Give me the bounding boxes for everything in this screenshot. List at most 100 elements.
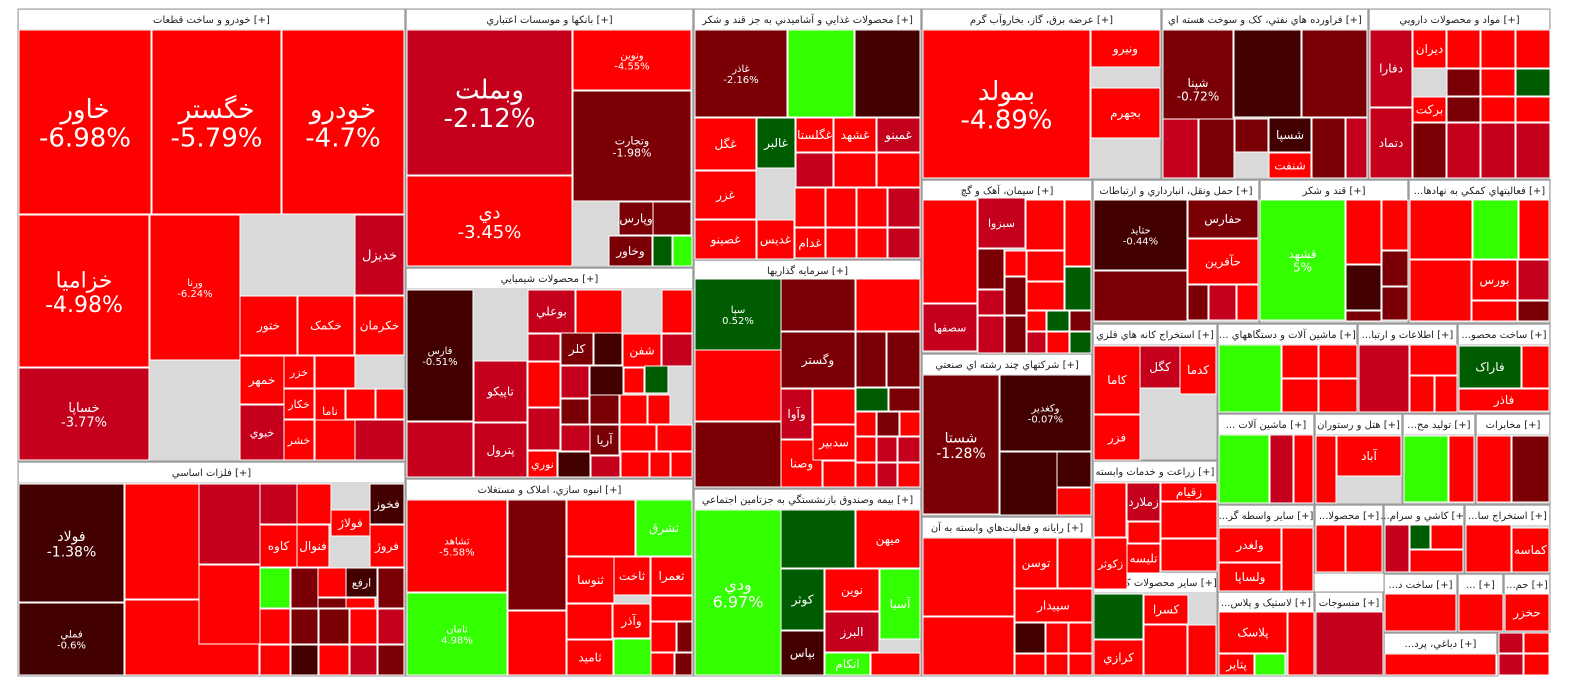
stock-tile[interactable] bbox=[876, 436, 898, 463]
stock-tile[interactable] bbox=[1045, 622, 1069, 654]
stock-tile[interactable] bbox=[1093, 414, 1141, 461]
sector-header[interactable] bbox=[1219, 415, 1313, 434]
stock-tile[interactable] bbox=[1369, 29, 1413, 108]
sector-title[interactable]: ...اطلاعات و ارتبا [+] bbox=[1362, 330, 1454, 341]
stock-tile[interactable] bbox=[619, 394, 648, 425]
stock-tile[interactable] bbox=[566, 603, 613, 640]
stock-tile[interactable] bbox=[589, 394, 620, 425]
sector-title[interactable]: ... [+] bbox=[1466, 580, 1495, 591]
stock-tile[interactable] bbox=[318, 608, 350, 645]
stock-tile[interactable] bbox=[922, 374, 1000, 515]
stock-tile[interactable] bbox=[694, 509, 782, 676]
stock-tile[interactable] bbox=[1093, 537, 1128, 590]
stock-tile[interactable] bbox=[1515, 68, 1551, 97]
sector-title[interactable]: ...فعاليتهاي کمکي به نهادها [+] bbox=[1414, 186, 1546, 197]
sector-header[interactable] bbox=[1459, 325, 1549, 344]
stock-tile[interactable] bbox=[922, 303, 978, 352]
stock-tile[interactable] bbox=[1381, 250, 1409, 287]
stock-tile[interactable] bbox=[1259, 199, 1346, 321]
stock-tile[interactable] bbox=[1515, 122, 1551, 179]
stock-tile[interactable] bbox=[259, 567, 291, 609]
stock-tile[interactable] bbox=[855, 278, 921, 332]
stock-tile[interactable] bbox=[1139, 345, 1181, 389]
stock-tile[interactable] bbox=[1026, 331, 1047, 354]
sector-title[interactable]: شرکتهاي چند رشته اي صنعتي [+] bbox=[935, 360, 1079, 371]
stock-tile[interactable] bbox=[369, 483, 405, 525]
stock-tile[interactable] bbox=[1318, 344, 1358, 379]
stock-tile[interactable] bbox=[623, 367, 645, 394]
stock-tile[interactable] bbox=[876, 152, 921, 188]
stock-tile[interactable] bbox=[1046, 331, 1070, 354]
stock-tile[interactable] bbox=[977, 197, 1026, 249]
stock-tile[interactable] bbox=[855, 462, 877, 488]
stock-tile[interactable] bbox=[613, 556, 651, 596]
stock-tile[interactable] bbox=[1068, 653, 1093, 676]
stock-tile[interactable] bbox=[1515, 96, 1551, 123]
stock-tile[interactable] bbox=[876, 411, 900, 437]
sector-title[interactable]: رايانه و فعاليت‌هاي وابسته به آن [+] bbox=[931, 521, 1083, 534]
stock-tile[interactable] bbox=[1345, 117, 1368, 179]
stock-tile[interactable] bbox=[794, 187, 826, 228]
stock-tile[interactable] bbox=[290, 644, 319, 676]
stock-tile[interactable] bbox=[650, 595, 693, 622]
stock-tile[interactable] bbox=[18, 367, 150, 461]
stock-tile[interactable] bbox=[1381, 286, 1409, 321]
stock-tile[interactable] bbox=[1234, 118, 1269, 153]
sector-title[interactable]: هتل و رستوران [+] bbox=[1317, 420, 1400, 431]
stock-tile[interactable] bbox=[314, 355, 356, 389]
stock-tile[interactable] bbox=[527, 289, 576, 334]
stock-tile[interactable] bbox=[18, 602, 125, 676]
stock-tile[interactable] bbox=[1517, 259, 1550, 301]
stock-tile[interactable] bbox=[825, 187, 857, 228]
sector-header[interactable] bbox=[407, 10, 692, 29]
sector-title[interactable]: ...ساخت محصو [+] bbox=[1461, 330, 1546, 341]
stock-tile[interactable] bbox=[1026, 310, 1047, 332]
stock-tile[interactable] bbox=[1160, 501, 1218, 539]
stock-tile[interactable] bbox=[922, 537, 1015, 617]
stock-tile[interactable] bbox=[406, 175, 573, 267]
stock-tile[interactable] bbox=[239, 295, 298, 356]
stock-tile[interactable] bbox=[822, 460, 856, 488]
stock-tile[interactable] bbox=[824, 611, 880, 653]
sector-title[interactable]: فراورده هاي نفتي، کک و سوخت هسته اي [+] bbox=[1168, 15, 1362, 26]
stock-tile[interactable] bbox=[1004, 276, 1027, 316]
stock-tile[interactable] bbox=[290, 608, 319, 645]
stock-tile[interactable] bbox=[1126, 482, 1161, 522]
stock-tile[interactable] bbox=[656, 424, 693, 452]
stock-tile[interactable] bbox=[1236, 284, 1259, 321]
stock-tile[interactable] bbox=[649, 451, 671, 478]
sector-header[interactable] bbox=[923, 518, 1091, 537]
stock-tile[interactable] bbox=[619, 424, 657, 452]
stock-tile[interactable] bbox=[1384, 653, 1497, 676]
stock-tile[interactable] bbox=[290, 567, 319, 609]
stock-tile[interactable] bbox=[1281, 527, 1314, 592]
stock-tile[interactable] bbox=[1409, 524, 1431, 550]
stock-tile[interactable] bbox=[1068, 622, 1093, 654]
sector-title[interactable]: زراعت و خدمات وابسته [+] bbox=[1096, 467, 1215, 478]
stock-tile[interactable] bbox=[1268, 152, 1312, 179]
stock-tile[interactable] bbox=[149, 214, 241, 361]
stock-tile[interactable] bbox=[1014, 653, 1046, 676]
sector-header[interactable] bbox=[1219, 593, 1313, 612]
stock-tile[interactable] bbox=[560, 424, 591, 452]
stock-tile[interactable] bbox=[1448, 435, 1475, 503]
stock-tile[interactable] bbox=[855, 436, 877, 463]
stock-tile[interactable] bbox=[922, 616, 1015, 676]
stock-tile[interactable] bbox=[756, 117, 796, 169]
stock-tile[interactable] bbox=[1233, 29, 1302, 118]
stock-tile[interactable] bbox=[1093, 639, 1144, 676]
sector-header[interactable] bbox=[407, 269, 692, 288]
stock-tile[interactable] bbox=[566, 499, 636, 557]
stock-tile[interactable] bbox=[406, 499, 508, 593]
stock-tile[interactable] bbox=[527, 407, 561, 451]
stock-tile[interactable] bbox=[575, 289, 623, 334]
stock-tile[interactable] bbox=[1345, 524, 1383, 573]
sector-title[interactable]: مواد و محصولات دارويي [+] bbox=[1399, 15, 1519, 26]
stock-tile[interactable] bbox=[674, 652, 693, 676]
stock-tile[interactable] bbox=[349, 644, 378, 676]
stock-tile[interactable] bbox=[590, 455, 621, 478]
sector-header[interactable] bbox=[923, 10, 1160, 29]
sector-title[interactable]: محصولات شيميايي [+] bbox=[501, 274, 599, 285]
stock-tile[interactable] bbox=[1465, 524, 1512, 573]
stock-tile[interactable] bbox=[349, 608, 378, 645]
